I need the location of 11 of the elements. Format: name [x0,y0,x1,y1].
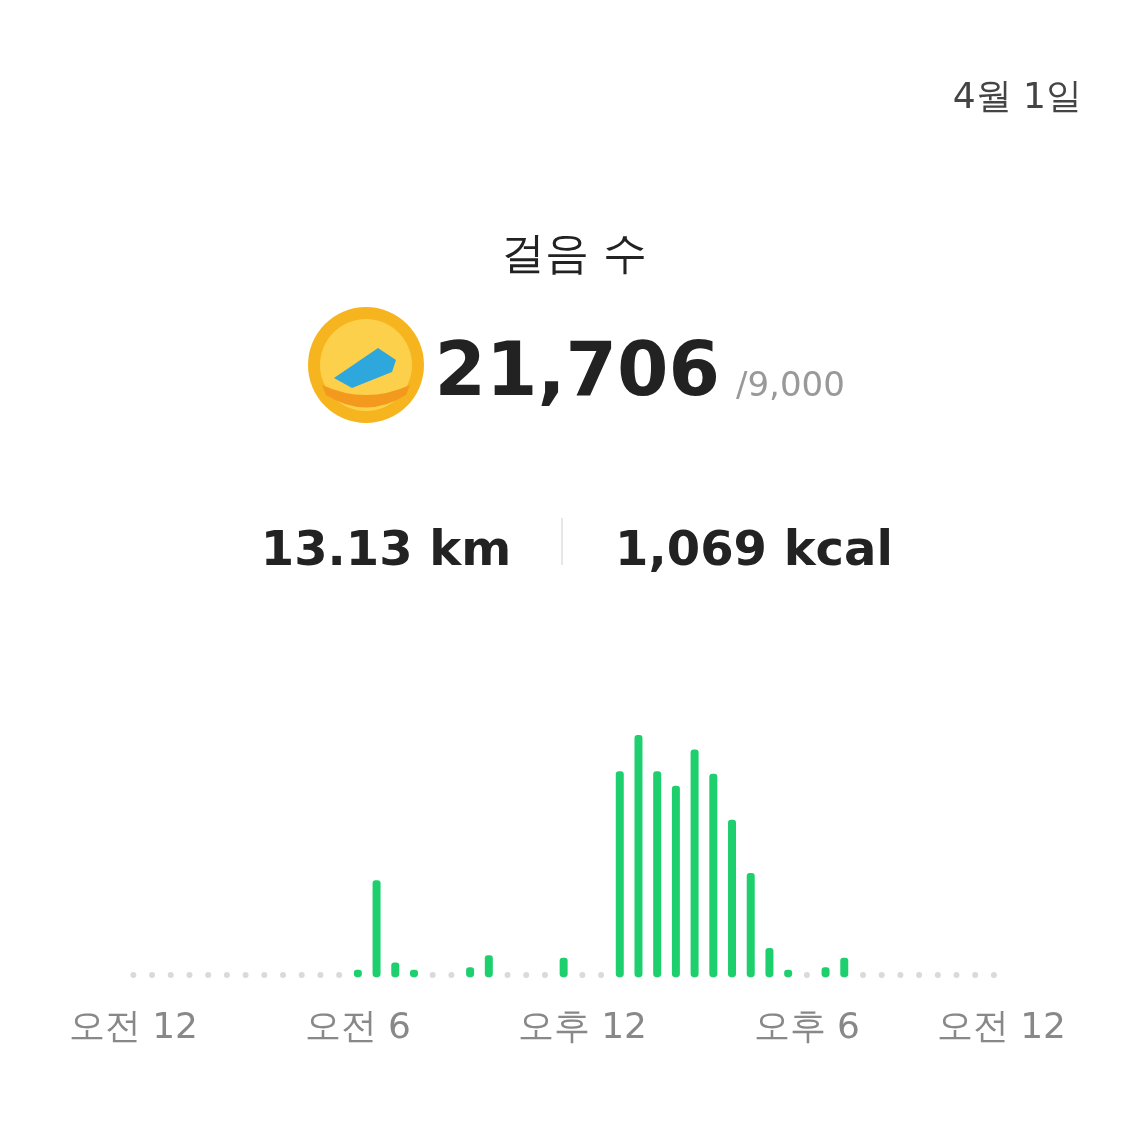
xtick: 오후 12 [517,1005,647,1046]
steps: 21,706 [434,326,720,412]
xtick-end: 오전 12 [936,1005,1066,1046]
xtick: 오전 12 [68,1005,198,1046]
title: 걸음 수 [501,227,647,278]
xtick: 오후 6 [753,1005,861,1046]
distance: 13.13 km [260,520,512,576]
calories: 1,069 kcal [615,520,893,576]
xtick: 오전 6 [304,1005,412,1046]
goal: /9,000 [736,364,845,404]
date: 4월 1일 [952,75,1082,116]
